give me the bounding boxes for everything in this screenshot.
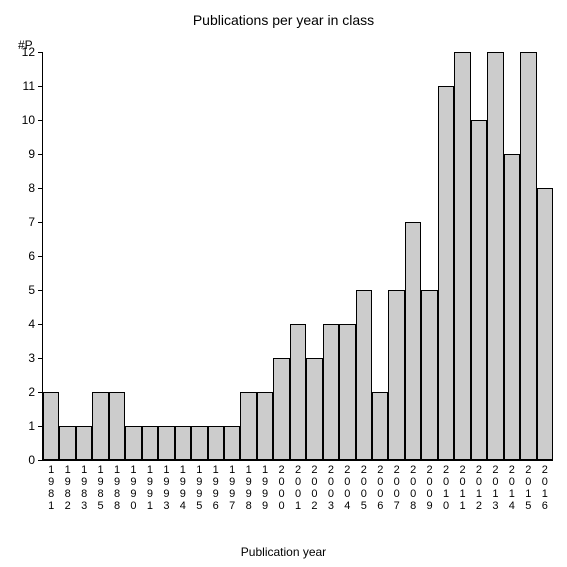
bar [537, 188, 553, 460]
x-tick-label: 1982 [64, 464, 72, 512]
x-tick-label: 2014 [508, 464, 516, 512]
bar [520, 52, 536, 460]
bar [306, 358, 322, 460]
bar [158, 426, 174, 460]
y-tick [38, 52, 43, 53]
x-tick-label: 1981 [47, 464, 55, 512]
bar [142, 426, 158, 460]
bar [257, 392, 273, 460]
bar [109, 392, 125, 460]
x-axis-label: Publication year [0, 545, 567, 559]
y-tick-label: 10 [22, 113, 35, 127]
y-tick-label: 3 [28, 351, 35, 365]
x-tick-label: 1994 [179, 464, 187, 512]
x-tick-label: 2002 [310, 464, 318, 512]
x-tick-label: 1990 [129, 464, 137, 512]
plot-area: 0123456789101112198119821983198519881990… [42, 52, 553, 461]
bar [125, 426, 141, 460]
bar [421, 290, 437, 460]
bar [438, 86, 454, 460]
bar [504, 154, 520, 460]
bar [175, 426, 191, 460]
bar [372, 392, 388, 460]
x-tick-label: 2005 [360, 464, 368, 512]
x-tick-label: 2011 [459, 464, 467, 512]
y-tick [38, 324, 43, 325]
bar [454, 52, 470, 460]
x-tick-label: 2004 [343, 464, 351, 512]
x-tick-label: 2000 [278, 464, 286, 512]
y-tick [38, 222, 43, 223]
x-tick-label: 2006 [376, 464, 384, 512]
bar [43, 392, 59, 460]
bar [208, 426, 224, 460]
x-tick-label: 2012 [475, 464, 483, 512]
x-tick-label: 2007 [393, 464, 401, 512]
y-tick [38, 460, 43, 461]
x-tick-label: 1999 [261, 464, 269, 512]
y-tick [38, 154, 43, 155]
bar [76, 426, 92, 460]
y-tick-label: 9 [28, 147, 35, 161]
x-tick-label: 1993 [162, 464, 170, 512]
x-tick-label: 2003 [327, 464, 335, 512]
bar [339, 324, 355, 460]
bar [471, 120, 487, 460]
chart-title: Publications per year in class [0, 12, 567, 28]
y-tick-label: 1 [28, 419, 35, 433]
y-tick-label: 0 [28, 453, 35, 467]
y-tick-label: 5 [28, 283, 35, 297]
x-tick-label: 2013 [491, 464, 499, 512]
y-tick [38, 120, 43, 121]
bar [273, 358, 289, 460]
bar [356, 290, 372, 460]
y-tick [38, 358, 43, 359]
x-tick-label: 1998 [245, 464, 253, 512]
x-tick-label: 2016 [541, 464, 549, 512]
chart-container: Publications per year in class #P 012345… [0, 0, 567, 567]
y-tick-label: 4 [28, 317, 35, 331]
y-tick-label: 11 [23, 79, 35, 93]
x-tick-label: 1991 [146, 464, 154, 512]
x-tick-label: 1995 [195, 464, 203, 512]
y-tick-label: 12 [22, 45, 35, 59]
y-tick [38, 290, 43, 291]
bar [487, 52, 503, 460]
bar [323, 324, 339, 460]
bar [290, 324, 306, 460]
y-tick-label: 6 [28, 249, 35, 263]
x-tick-label: 2015 [524, 464, 532, 512]
x-tick-label: 2008 [409, 464, 417, 512]
bar [191, 426, 207, 460]
y-tick-label: 8 [28, 181, 35, 195]
bar [92, 392, 108, 460]
x-tick-label: 1997 [228, 464, 236, 512]
x-tick-label: 2009 [426, 464, 434, 512]
bar [59, 426, 75, 460]
x-tick-label: 1985 [97, 464, 105, 512]
bar [224, 426, 240, 460]
bar [405, 222, 421, 460]
x-tick-label: 1996 [212, 464, 220, 512]
y-tick [38, 188, 43, 189]
y-tick-label: 7 [28, 215, 35, 229]
x-tick-label: 1983 [80, 464, 88, 512]
y-tick [38, 86, 43, 87]
x-tick-label: 2001 [294, 464, 302, 512]
y-tick-label: 2 [28, 385, 35, 399]
bar [240, 392, 256, 460]
x-tick-label: 1988 [113, 464, 121, 512]
x-tick-label: 2010 [442, 464, 450, 512]
y-tick [38, 256, 43, 257]
bar [388, 290, 404, 460]
